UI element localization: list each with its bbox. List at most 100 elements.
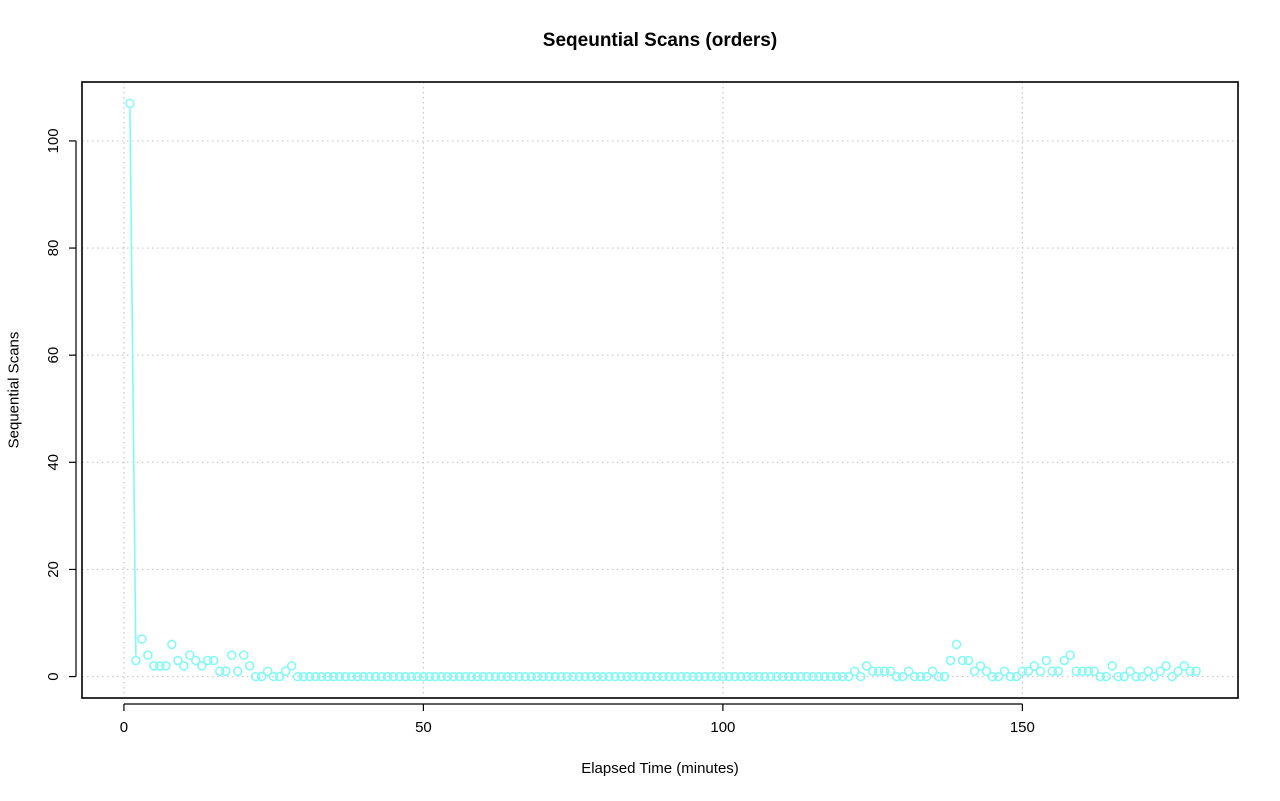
data-point: [496, 671, 507, 682]
data-point: [664, 671, 674, 682]
data-point: [262, 666, 273, 676]
data-point: [939, 671, 950, 682]
data-point: [1005, 671, 1016, 682]
data-point: [382, 671, 393, 682]
y-tick-label: 60: [45, 347, 62, 364]
data-point: [250, 671, 261, 682]
data-point: [700, 671, 710, 682]
data-point: [436, 671, 447, 682]
data-point: [328, 671, 339, 682]
data-point: [951, 639, 962, 650]
data-point: [927, 666, 938, 676]
data-point: [772, 671, 782, 682]
data-point: [406, 671, 417, 682]
data-point: [334, 671, 345, 682]
data-point: [358, 671, 369, 682]
axes: 0 50 100 150 0 20 40 60 80 100: [45, 128, 1035, 736]
plot-area-border: [81, 81, 1239, 699]
data-point: [658, 671, 668, 682]
data-point: [933, 671, 944, 682]
data-point: [885, 666, 896, 676]
data-point: [1179, 661, 1189, 671]
data-point: [981, 666, 992, 676]
data-point: [209, 655, 219, 666]
data-point: [185, 650, 195, 660]
data-point: [364, 671, 375, 682]
data-point: [790, 671, 800, 682]
y-tick-label: 80: [45, 240, 62, 257]
data-point: [945, 655, 956, 666]
data-point: [322, 671, 333, 682]
data-point: [724, 671, 734, 682]
x-tick-label: 100: [710, 719, 735, 736]
data-point: [730, 671, 740, 682]
data-point: [616, 671, 626, 682]
data-point: [993, 671, 1004, 682]
data-point: [454, 671, 465, 682]
chart-title: Seqeuntial Scans (orders): [542, 30, 778, 51]
data-point: [837, 671, 848, 682]
data-point: [376, 671, 387, 682]
data-point: [430, 671, 441, 682]
data-point: [754, 671, 764, 682]
data-point: [987, 671, 998, 682]
y-tick-label: 20: [45, 561, 62, 578]
data-point: [460, 671, 471, 682]
data-point: [1185, 666, 1195, 676]
data-point: [1101, 671, 1111, 682]
data-point: [640, 671, 650, 682]
data-point: [819, 671, 830, 682]
data-point: [712, 671, 722, 682]
data-point: [562, 671, 572, 682]
data-point: [1125, 666, 1135, 676]
data-point: [244, 661, 255, 671]
data-point: [999, 666, 1010, 676]
data-point: [550, 671, 560, 682]
data-point: [694, 671, 704, 682]
data-point: [370, 671, 381, 682]
data-point: [526, 671, 536, 682]
data-point: [879, 666, 890, 676]
data-point: [191, 655, 201, 666]
data-point: [1023, 666, 1034, 676]
data-point: [1011, 671, 1022, 682]
data-point: [760, 671, 770, 682]
data-point: [502, 671, 513, 682]
data-point: [442, 671, 453, 682]
data-point: [514, 671, 524, 682]
data-point: [1173, 666, 1183, 676]
data-point: [131, 655, 141, 666]
data-point: [268, 671, 279, 682]
data-point: [538, 671, 548, 682]
series-line-segment: [129, 108, 137, 656]
data-point: [867, 666, 878, 676]
data-point: [903, 666, 914, 676]
data-point: [424, 671, 435, 682]
data-point: [316, 671, 327, 682]
data-point: [604, 671, 614, 682]
data-point: [855, 671, 866, 682]
data-point: [478, 671, 489, 682]
data-point: [915, 671, 926, 682]
data-point: [490, 671, 501, 682]
data-point: [586, 671, 596, 682]
data-point: [1137, 671, 1147, 682]
data-point: [1065, 650, 1076, 660]
data-point: [891, 671, 902, 682]
data-point: [975, 661, 986, 671]
data-point: [388, 671, 399, 682]
data-point: [203, 655, 213, 666]
data-point: [1149, 671, 1159, 682]
data-point: [957, 655, 968, 666]
data-point: [125, 98, 135, 109]
data-point: [1191, 666, 1201, 676]
data-point: [1143, 666, 1153, 676]
data-point: [742, 671, 752, 682]
x-tick-label: 50: [415, 719, 432, 736]
data-point: [508, 671, 519, 682]
data-point: [873, 666, 884, 676]
data-point: [861, 661, 872, 671]
data-point: [448, 671, 459, 682]
data-point: [1131, 671, 1141, 682]
data-point: [544, 671, 554, 682]
